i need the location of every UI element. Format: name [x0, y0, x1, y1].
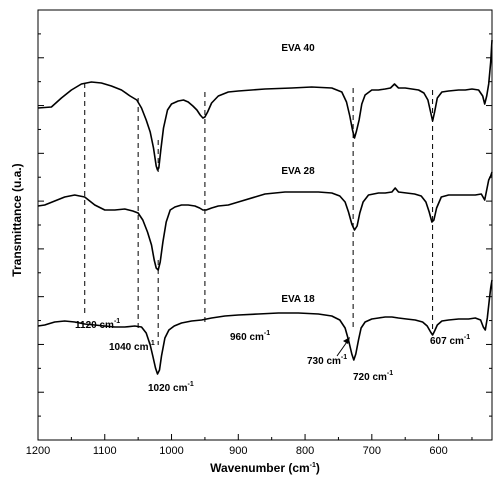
annotation-sup: -1 [114, 318, 120, 325]
annotation-arrow-head [343, 337, 350, 344]
x-tick-label: 1000 [159, 445, 183, 457]
annotation-text: 960 cm [230, 332, 264, 343]
annotation-sup: -1 [341, 354, 347, 361]
reference-lines [84, 83, 434, 345]
annotation-text: 730 cm [307, 356, 341, 367]
annotation-sup: -1 [148, 340, 154, 347]
series-line-eva-28 [37, 171, 493, 271]
x-axis-title: Wavenumber (cm-1) [210, 461, 320, 475]
annotation-text: 607 cm [430, 336, 464, 347]
annotation-text: 720 cm [353, 372, 387, 383]
x-axis-title-sup: -1 [310, 462, 316, 469]
x-tick-label: 800 [296, 445, 314, 457]
series-label-eva-18: EVA 18 [281, 294, 315, 305]
series-line-eva-40 [37, 39, 493, 171]
series-layer [37, 39, 493, 375]
annotation-label: 960 cm-1 [230, 330, 270, 343]
x-tick-label: 600 [429, 445, 447, 457]
plot-frame [37, 9, 493, 441]
ticks-layer: 1200 1100 1000 900 800 700 600 [26, 9, 492, 457]
annotation-sup: -1 [187, 381, 193, 388]
annotation-label: 720 cm-1 [353, 370, 393, 383]
annotation-sup: -1 [387, 370, 393, 377]
series-labels-layer: EVA 40 EVA 28 EVA 18 [281, 43, 315, 305]
annotation-text: 1120 cm [75, 320, 114, 331]
annotation-label: 730 cm-1 [307, 354, 347, 367]
annotation-label: 1120 cm-1 [75, 318, 120, 331]
annotation-text: 1040 cm [109, 342, 149, 353]
x-tick-label: 1200 [26, 445, 50, 457]
series-label-eva-40: EVA 40 [281, 43, 315, 54]
x-tick-label: 900 [229, 445, 247, 457]
series-line-eva-18 [37, 279, 493, 375]
y-axis-title: Transmittance (u.a.) [10, 163, 24, 276]
x-tick-label: 1100 [93, 445, 117, 457]
annotation-text: 1020 cm [148, 383, 188, 394]
x-axis-title-main: Wavenumber (cm [210, 461, 310, 475]
annotation-label: 1040 cm-1 [109, 340, 155, 353]
annotation-label: 1020 cm-1 [148, 381, 194, 394]
x-tick-label: 700 [363, 445, 381, 457]
x-axis-title-tail: ) [316, 461, 320, 475]
annotation-sup: -1 [464, 334, 470, 341]
series-label-eva-28: EVA 28 [281, 166, 315, 177]
annotation-label: 607 cm-1 [430, 334, 470, 347]
annotation-sup: -1 [264, 330, 270, 337]
